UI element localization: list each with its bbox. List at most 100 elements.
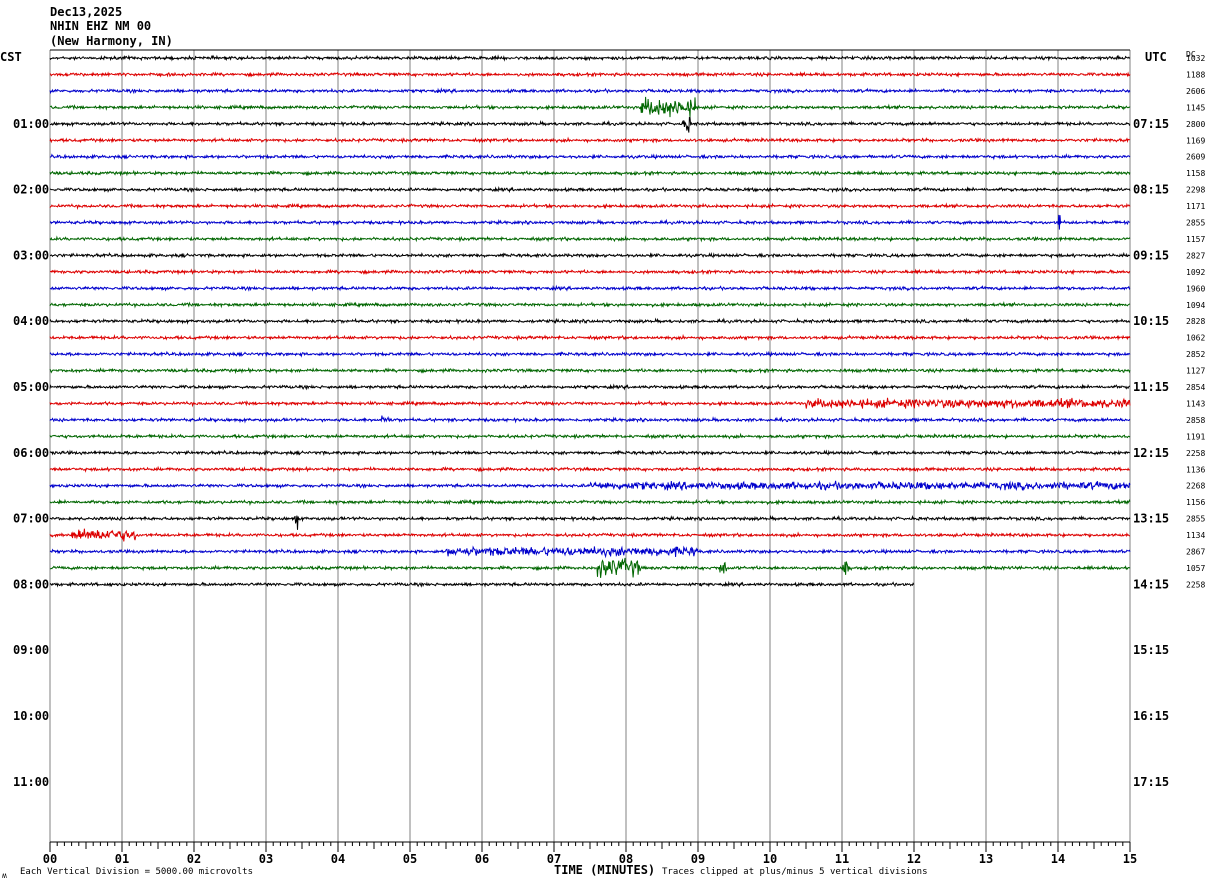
seismic-trace-1 (49, 71, 1131, 79)
utc-hour-label: 17:15 (1133, 775, 1169, 789)
dc-offset-label: 2855 (1186, 515, 1205, 524)
dc-offset-label: 1062 (1186, 334, 1205, 343)
utc-hour-label: 13:15 (1133, 512, 1169, 526)
dc-offset-label: 1169 (1186, 136, 1205, 145)
seismic-trace-27 (49, 498, 1131, 507)
utc-hour-label: 08:15 (1133, 183, 1169, 197)
seismic-trace-25 (49, 465, 1131, 473)
seismic-traces (49, 54, 1131, 588)
cst-hour-label: 09:00 (13, 643, 49, 657)
seismic-trace-12 (49, 251, 1131, 260)
dc-offset-label: 2258 (1186, 449, 1205, 458)
dc-offset-label: 2855 (1186, 219, 1205, 228)
seismic-trace-15 (49, 300, 1131, 309)
cst-hour-label: 11:00 (13, 775, 49, 789)
seismic-trace-9 (49, 202, 1131, 210)
dc-offset-label: 1134 (1186, 531, 1205, 540)
seismic-trace-2 (49, 87, 1131, 95)
dc-offset-label: 1156 (1186, 498, 1205, 507)
dc-offset-label: 1127 (1186, 367, 1205, 376)
seismic-trace-19 (49, 367, 1131, 375)
seismic-trace-18 (49, 350, 1131, 358)
dc-offset-label: 2852 (1186, 350, 1205, 359)
x-tick-label: 00 (43, 852, 57, 866)
utc-hour-label: 15:15 (1133, 643, 1169, 657)
clipping-note: Traces clipped at plus/minus 5 vertical … (662, 867, 928, 877)
seismic-trace-21 (49, 397, 1131, 410)
seismic-trace-8 (49, 185, 1131, 194)
x-tick-label: 02 (187, 852, 201, 866)
x-tick-label: 07 (547, 852, 561, 866)
utc-hour-label: 07:15 (1133, 117, 1169, 131)
cst-hour-label: 02:00 (13, 183, 49, 197)
x-tick-label: 15 (1123, 852, 1137, 866)
dc-offset-label: 1057 (1186, 564, 1205, 573)
station-location: (New Harmony, IN) (50, 34, 173, 48)
seismic-trace-24 (49, 449, 1131, 457)
dc-offset-label: 1158 (1186, 169, 1205, 178)
x-tick-label: 01 (115, 852, 129, 866)
dc-offset-label: 2609 (1186, 153, 1205, 162)
vertical-division-note: Each Vertical Division = 5000.00 microvo… (20, 867, 253, 877)
seismic-trace-28 (49, 514, 1131, 530)
dc-offset-label: 2867 (1186, 548, 1205, 557)
hour-labels: 01:00 07:15 02:00 08:15 03:00 09:15 04:00 10:15… (13, 117, 1169, 789)
seismic-trace-6 (49, 153, 1131, 161)
dc-offset-label: 2606 (1186, 87, 1205, 96)
seismic-trace-11 (49, 235, 1131, 243)
dc-offset-label: 2858 (1186, 416, 1205, 425)
dc-offset-label: 1032 (1186, 54, 1205, 63)
time-axis: 00 01 02 03 04 05 06 07 08 09 10 11 12 13 14 15 (43, 841, 1137, 866)
seismic-trace-4 (49, 116, 1131, 133)
dc-offset-label: 1188 (1186, 70, 1205, 79)
x-tick-label: 03 (259, 852, 273, 866)
seismic-trace-13 (49, 268, 1131, 276)
x-tick-label: 08 (619, 852, 633, 866)
cst-hour-label: 04:00 (13, 314, 49, 328)
utc-hour-label: 14:15 (1133, 577, 1169, 591)
x-tick-label: 06 (475, 852, 489, 866)
dc-offset-label: 1143 (1186, 399, 1205, 408)
cst-hour-label: 03:00 (13, 248, 49, 262)
dc-offset-label: 2800 (1186, 120, 1205, 129)
seismic-trace-30 (49, 545, 1131, 559)
seismic-trace-7 (49, 169, 1131, 177)
dc-offset-label: 1136 (1186, 465, 1205, 474)
plot-date: Dec13,2025 (50, 5, 123, 19)
seismic-trace-3 (49, 96, 1131, 118)
dc-offset-labels: 1032 1188 2606 1145 2800 1169 2609 1158 2298 1171… (1186, 54, 1205, 589)
x-axis-title: TIME (MINUTES) (554, 863, 656, 877)
utc-hour-label: 09:15 (1133, 248, 1169, 262)
dc-offset-label: 1094 (1186, 301, 1205, 310)
dc-offset-label: 1145 (1186, 103, 1205, 112)
x-tick-label: 12 (907, 852, 921, 866)
time-gridlines (49, 49, 1131, 842)
dc-offset-label: 1960 (1186, 284, 1205, 293)
seismic-trace-16 (49, 317, 1131, 325)
utc-hour-label: 12:15 (1133, 446, 1169, 460)
logo-mark: ʍ (2, 871, 7, 880)
x-tick-label: 09 (691, 852, 705, 866)
cst-hour-label: 01:00 (13, 117, 49, 131)
cst-hour-label: 05:00 (13, 380, 49, 394)
seismic-trace-32 (49, 580, 915, 588)
dc-offset-label: 2854 (1186, 383, 1205, 392)
x-tick-label: 04 (331, 852, 345, 866)
cst-hour-label: 07:00 (13, 512, 49, 526)
cst-hour-label: 06:00 (13, 446, 49, 460)
station-code: NHIN EHZ NM 00 (50, 19, 152, 33)
x-tick-label: 10 (763, 852, 777, 866)
local-timezone-label: CST (0, 50, 22, 64)
seismic-trace-26 (49, 480, 1131, 492)
seismic-trace-20 (49, 383, 1131, 391)
cst-hour-label: 10:00 (13, 709, 49, 723)
seismic-trace-23 (49, 432, 1131, 440)
seismic-trace-5 (49, 136, 1131, 144)
seismic-trace-0 (49, 54, 1131, 62)
seismic-trace-29 (49, 528, 1131, 542)
x-tick-label: 05 (403, 852, 417, 866)
seismic-trace-31 (49, 557, 1131, 578)
utc-timezone-label: UTC (1145, 50, 1167, 64)
dc-offset-label: 2268 (1186, 482, 1205, 491)
